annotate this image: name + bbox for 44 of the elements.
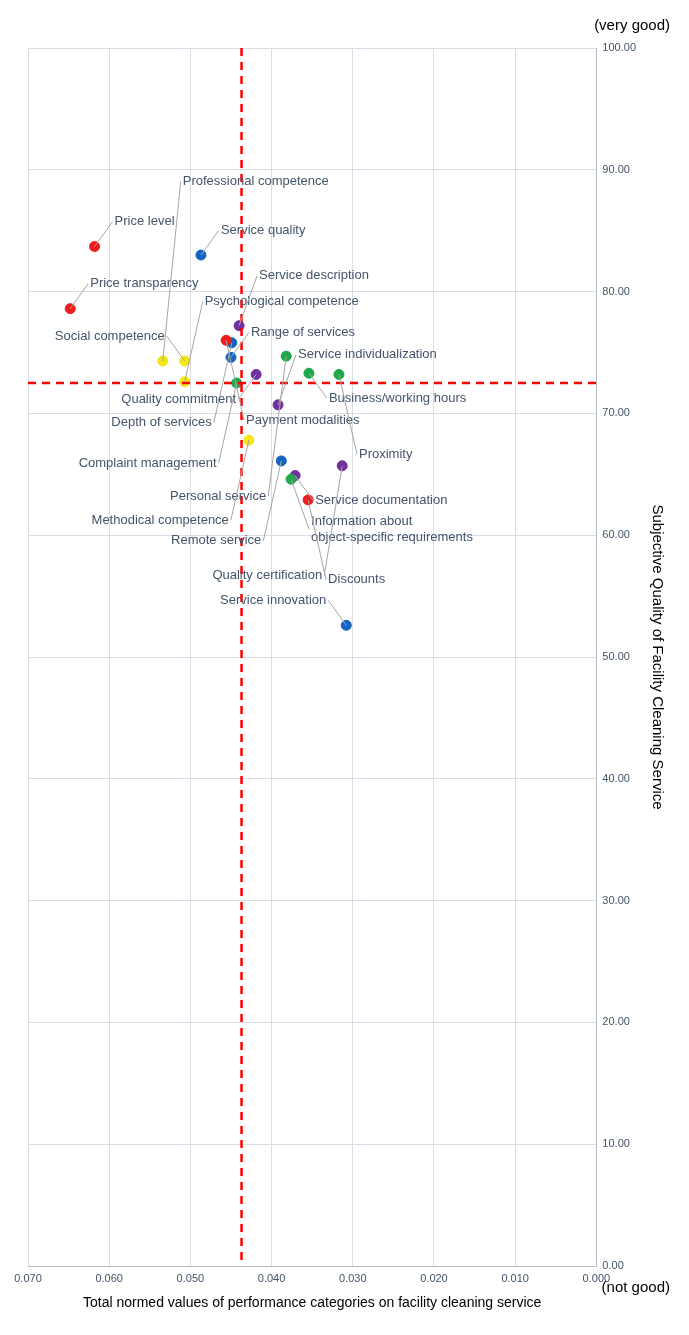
annotation: Depth of services — [111, 414, 213, 430]
annotation: Professional competence — [182, 172, 329, 188]
y-axis-title: Subjective Quality of Facility Cleaning Service — [649, 504, 667, 810]
x-tick-label: 0.040 — [257, 1271, 286, 1284]
annotation: Discounts — [328, 571, 386, 587]
y-tick-label: 40.00 — [602, 771, 630, 784]
y-tick-label: 20.00 — [602, 1015, 630, 1028]
annotation: Service description — [259, 267, 369, 283]
annotation: Methodical competence — [91, 511, 229, 527]
annotation: Quality commitment — [121, 391, 237, 406]
annotation: Quality certification — [212, 567, 323, 583]
annotation: Service individualization — [298, 346, 437, 362]
annotation: Payment modalities — [246, 411, 361, 427]
y-tick-label: 50.00 — [602, 650, 630, 663]
x-axis-title: Total normed values of performance categories on facility cleaning service — [83, 1294, 542, 1311]
y-tick-label: 0.00 — [602, 1259, 624, 1272]
y-tick-label: 10.00 — [602, 1137, 630, 1150]
annotation: Personal service — [170, 487, 267, 503]
x-tick-label: 0.010 — [501, 1271, 529, 1284]
y-tick-label: 80.00 — [602, 284, 630, 297]
x-tick-label: 0.050 — [176, 1271, 205, 1284]
x-tick-label: 0.070 — [14, 1271, 42, 1284]
annotation: Service documentation — [315, 492, 448, 508]
annotation: Range of services — [250, 323, 356, 339]
y-tick-label: 90.00 — [602, 162, 630, 175]
annotation: Social competence — [54, 327, 165, 343]
annotation: Proximity — [358, 446, 413, 461]
x-tick-label: 0.020 — [420, 1271, 448, 1284]
annotation: Remote service — [171, 532, 262, 548]
annotation: Business/working hours — [328, 389, 467, 405]
annotation: Psychological competence — [204, 293, 359, 309]
annotation: Service innovation — [220, 591, 327, 607]
y-tick-label: 100.00 — [602, 41, 637, 54]
y-tick-label: 30.00 — [602, 893, 630, 906]
y-tick-label: 70.00 — [602, 406, 630, 419]
annotation: Complaint management — [78, 454, 218, 470]
text: (very good) — [594, 16, 670, 34]
y-tick-label: 60.00 — [602, 528, 630, 541]
annotation: Price transparency — [90, 275, 200, 291]
x-tick-label: 0.030 — [339, 1271, 367, 1284]
annotation: Price level — [114, 213, 175, 229]
annotation: Information about object-specific requirements — [311, 512, 474, 544]
annotation: Service quality — [220, 221, 306, 237]
x-tick-label: 0.060 — [95, 1271, 123, 1284]
